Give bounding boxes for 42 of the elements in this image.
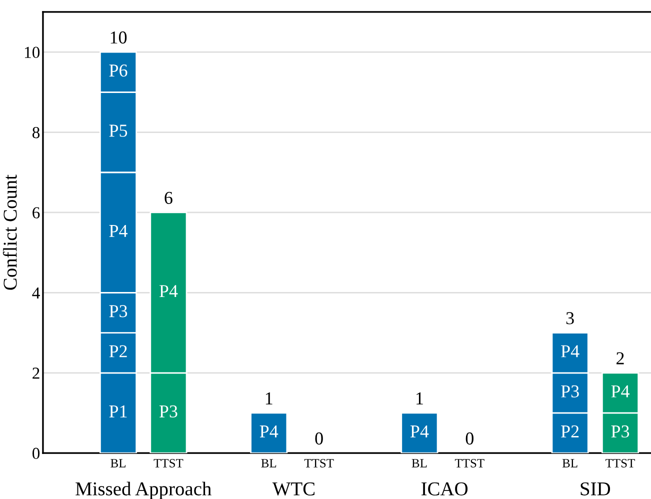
series-label: P2 <box>109 345 127 358</box>
total-label: 6 <box>164 192 172 204</box>
text: 0 <box>315 432 323 445</box>
x-tick-label: BL <box>562 459 578 468</box>
text: SID <box>580 482 610 496</box>
total-label: 1 <box>416 392 423 404</box>
y-tick-label: 8 <box>32 126 40 138</box>
series-label: P6 <box>109 64 128 77</box>
text: ICAO <box>421 482 468 496</box>
text: P4 <box>561 345 580 358</box>
x-tick-label: BL <box>110 459 126 468</box>
text: P2 <box>561 425 579 438</box>
series-label: P5 <box>109 124 128 137</box>
y-tick-label: 2 <box>32 368 40 379</box>
text: P4 <box>611 385 630 398</box>
x-tick-label: BL <box>261 459 276 468</box>
text: P4 <box>159 285 178 298</box>
text: P4 <box>410 425 429 438</box>
x-tick-label: TTST <box>454 459 484 468</box>
total-label: 10 <box>110 31 127 44</box>
total-label: 3 <box>566 312 574 324</box>
text: WTC <box>272 482 314 496</box>
y-tick-label: 0 <box>32 448 40 460</box>
text: P4 <box>109 224 128 237</box>
text: P3 <box>611 425 630 438</box>
x-tick-label: TTST <box>606 459 635 468</box>
text: Missed Approach <box>76 482 212 499</box>
x-tick-label: BL <box>412 459 427 468</box>
text: P3 <box>561 385 579 398</box>
y-tick-label: 10 <box>24 46 40 58</box>
x-tick-label: TTST <box>304 459 334 468</box>
series-label: P4 <box>260 425 278 438</box>
text: 0 <box>466 432 474 445</box>
total-label: 2 <box>616 352 624 364</box>
series-label: P1 <box>109 405 127 418</box>
x-tick-label: TTST <box>154 459 184 468</box>
text: P3 <box>159 405 178 418</box>
y-axis-title: Conflict Count <box>2 174 17 290</box>
series-label: P3 <box>109 305 128 318</box>
y-tick-label: 4 <box>32 287 40 298</box>
y-tick-label: 6 <box>32 207 40 218</box>
total-label: 1 <box>266 392 272 404</box>
